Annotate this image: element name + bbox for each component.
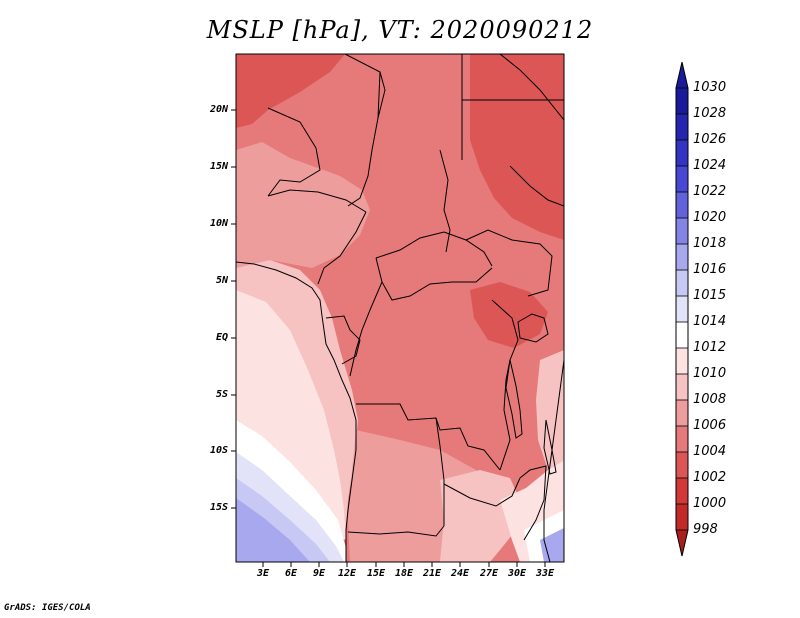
- colorbar-bin-1020-1022: [676, 192, 688, 218]
- pressure-field: [236, 54, 564, 562]
- lon-label: 15E: [366, 568, 386, 579]
- field-region-northwest-band: [236, 142, 370, 268]
- colorbar-bin-1004-1006: [676, 426, 688, 452]
- colorbar-label: 1016: [693, 262, 727, 277]
- colorbar-label: 1028: [693, 106, 727, 121]
- lat-label: 15S: [209, 502, 228, 513]
- border-algeria-libya: [344, 54, 386, 119]
- border-drc-east: [491, 299, 519, 471]
- credit-text: GrADS: IGES/COLA: [4, 603, 91, 613]
- colorbar-bin-1012-1014: [676, 322, 688, 348]
- colorbar-label: 1018: [693, 236, 727, 251]
- colorbar-bin-1015-1016: [676, 270, 688, 296]
- lon-label: 9E: [312, 568, 326, 579]
- colorbar-dividers: [676, 87, 688, 531]
- colorbar-label: 1024: [693, 158, 727, 173]
- border-car-south: [375, 257, 493, 301]
- border-nigeria-north: [267, 189, 367, 213]
- border-mali-niger: [267, 107, 321, 197]
- border-nigeria-cameroon: [317, 211, 367, 285]
- colorbar-label: 1008: [693, 392, 727, 407]
- colorbar-bin-1006-1008: [676, 400, 688, 426]
- border-zambia-south: [443, 477, 521, 507]
- border-zambia-angola: [435, 417, 445, 526]
- lake-malawi: [543, 419, 557, 475]
- lat-label: 10N: [209, 218, 228, 229]
- lon-label: 3E: [256, 568, 270, 579]
- red-sea-coast: [499, 54, 564, 121]
- lon-label: 21E: [422, 568, 442, 579]
- coastline-east-africa: [543, 359, 564, 562]
- lake-tanganyika: [505, 359, 523, 439]
- colorbar-bin-1018-1020: [676, 218, 688, 244]
- colorbar-label: 1030: [693, 80, 727, 95]
- colorbar-label: 1010: [693, 366, 727, 381]
- lat-label: 10S: [209, 445, 228, 456]
- lon-label: 18E: [394, 568, 414, 579]
- colorbar-label: 1002: [693, 470, 727, 485]
- coastline-west-africa: [236, 261, 357, 562]
- lon-ticks: [262, 562, 546, 567]
- border-drc-angola: [356, 403, 501, 471]
- field-region-north-high: [236, 54, 345, 128]
- lake-victoria: [517, 313, 549, 343]
- colorbar: [675, 61, 689, 557]
- lon-label: 30E: [507, 568, 527, 579]
- colorbar-bin-1026-1028: [676, 114, 688, 140]
- colorbar-top-arrow: [676, 62, 688, 88]
- map-borders: [236, 54, 564, 562]
- colorbar-label: 1004: [693, 444, 727, 459]
- colorbar-label: 1014: [693, 314, 727, 329]
- colorbar-bin-1010-1012: [676, 348, 688, 374]
- border-niger-chad: [347, 71, 381, 207]
- colorbar-bin-1000-1002: [676, 478, 688, 504]
- border-angola-south: [347, 525, 445, 537]
- field-region-southeast-high: [540, 528, 564, 562]
- lon-label: 33E: [535, 568, 555, 579]
- border-car-north: [375, 231, 493, 267]
- colorbar-bin-1014-1015: [676, 296, 688, 322]
- colorbar-label: 1000: [693, 496, 727, 511]
- lon-label: 6E: [284, 568, 298, 579]
- field-region-east-coast: [536, 350, 564, 470]
- lat-ticks: [231, 109, 236, 509]
- border-ethiopia: [509, 165, 564, 207]
- colorbar-label: 1020: [693, 210, 727, 225]
- colorbar-top-cap: [676, 88, 688, 114]
- map-frame: [235, 53, 565, 563]
- lat-label: 5N: [215, 275, 228, 286]
- border-south-sudan: [465, 229, 553, 297]
- lon-label: 27E: [479, 568, 499, 579]
- colorbar-label: 998: [693, 522, 718, 537]
- lat-label: 5S: [215, 389, 228, 400]
- border-congo-drc: [349, 281, 383, 377]
- lat-label: EQ: [215, 332, 228, 343]
- colorbar-bottom-arrow: [676, 530, 688, 556]
- border-gabon: [325, 315, 361, 365]
- field-region-south-high-3: [236, 498, 310, 562]
- colorbar-bin-1002-1004: [676, 452, 688, 478]
- lat-label: 15N: [209, 161, 228, 172]
- colorbar-label: 1012: [693, 340, 727, 355]
- colorbar-bin-1022-1024: [676, 166, 688, 192]
- lat-label: 20N: [209, 104, 228, 115]
- colorbar-label: 1006: [693, 418, 727, 433]
- colorbar-label: 1022: [693, 184, 727, 199]
- colorbar-bin-998-1000: [676, 504, 688, 530]
- colorbar-label: 1015: [693, 288, 727, 303]
- colorbar-label: 1026: [693, 132, 727, 147]
- colorbar-bin-1024-1026: [676, 140, 688, 166]
- colorbar-bin-1016-1018: [676, 244, 688, 270]
- lon-label: 12E: [337, 568, 357, 579]
- border-mozambique: [519, 465, 547, 541]
- plot-title: MSLP [hPa], VT: 2020090212: [206, 16, 594, 44]
- border-chad-sudan: [439, 149, 451, 253]
- colorbar-bin-1008-1010: [676, 374, 688, 400]
- lon-label: 24E: [450, 568, 470, 579]
